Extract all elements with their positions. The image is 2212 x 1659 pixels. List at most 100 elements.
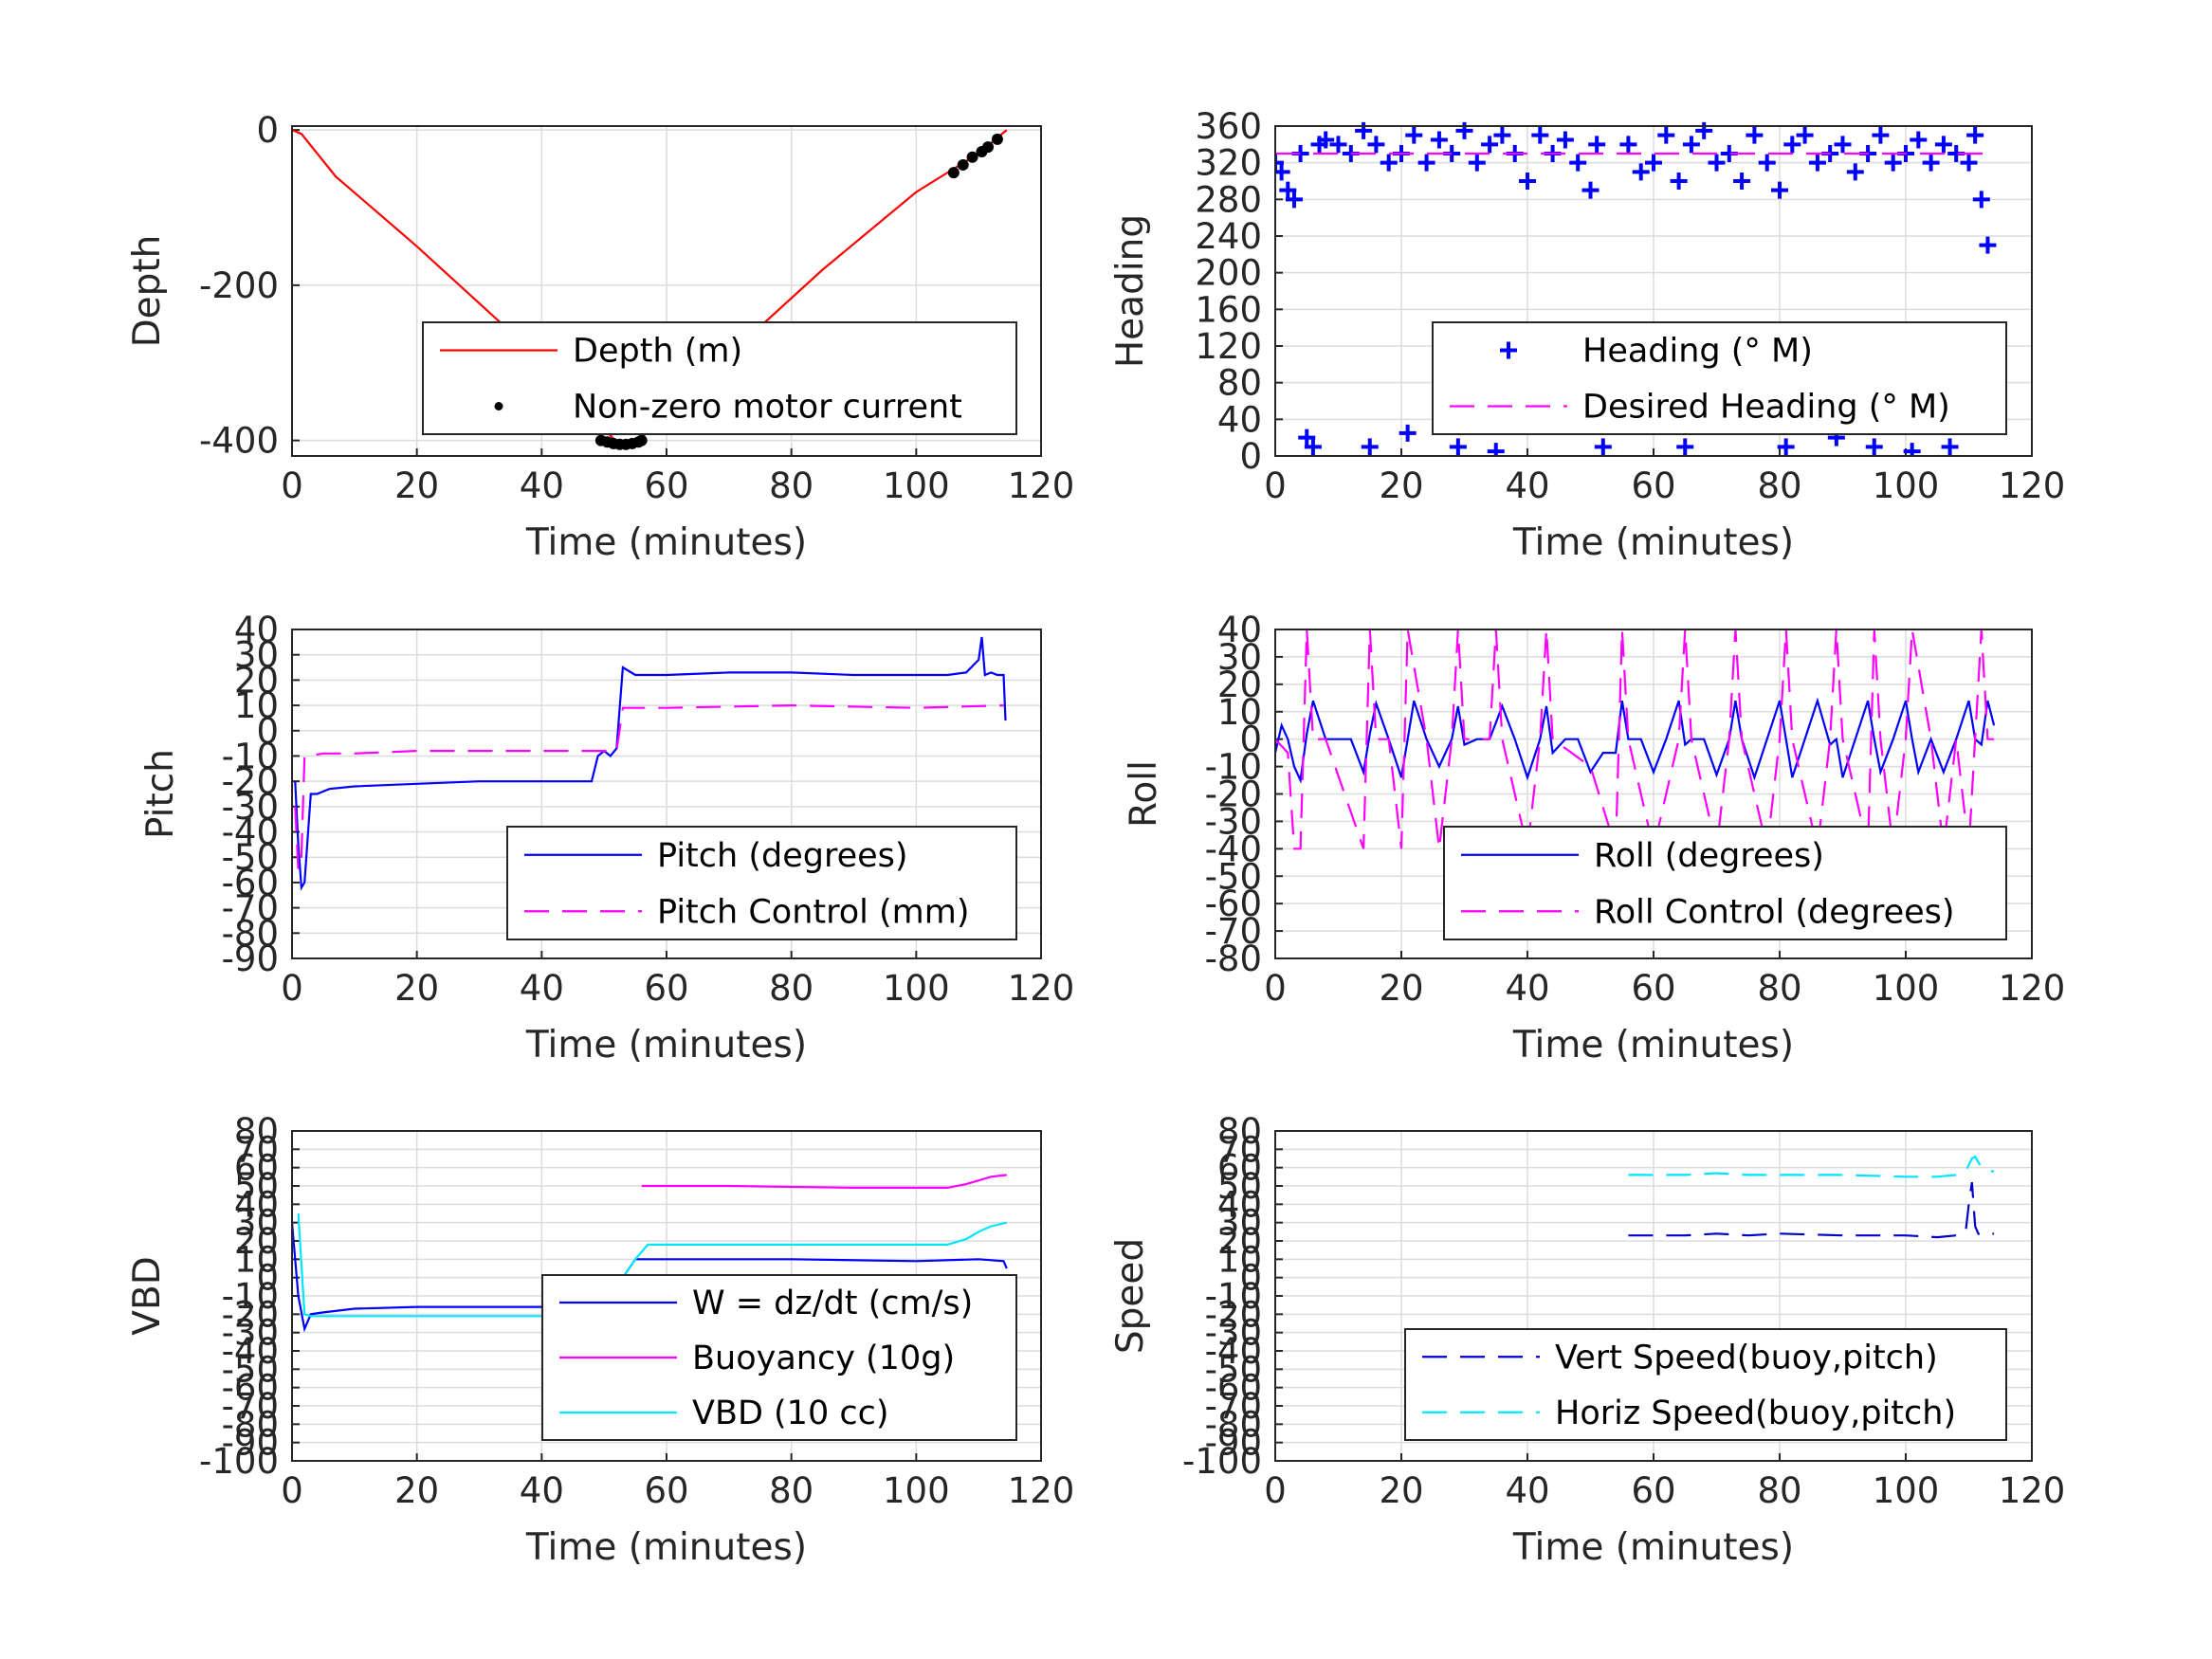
depth-xtick-label: 60: [644, 465, 688, 506]
speed-xtick-label: 20: [1379, 1470, 1423, 1511]
roll-xtick-label: 80: [1757, 968, 1801, 1009]
heading-legend-item-1-label: Desired Heading (° M): [1582, 389, 1950, 427]
speed-ytick-label: -100: [1182, 1441, 1262, 1482]
heading-series-0-point: [1645, 154, 1662, 172]
speed-xtick-label: 40: [1505, 1470, 1549, 1511]
speed-ytick-label: -50: [1205, 1349, 1262, 1390]
roll-ytick-label: -40: [1205, 829, 1262, 869]
speed-ytick-label: 10: [1217, 1239, 1262, 1280]
speed-legend-box: [1404, 1328, 2007, 1441]
speed-ytick-label: -20: [1205, 1294, 1262, 1335]
speed-series-0-line: [1628, 1181, 1995, 1239]
speed-legend: Vert Speed(buoy,pitch) Horiz Speed(buoy,p…: [1404, 1328, 2007, 1441]
speed-ytick-label: 30: [1217, 1203, 1262, 1244]
heading-ytick-label: 240: [1195, 216, 1262, 257]
pitch-legend-item-1-label: Pitch Control (mm): [657, 893, 969, 931]
heading-series-0-point: [1771, 181, 1788, 199]
pitch-ylabel: Pitch: [139, 749, 182, 839]
heading-series-0-point: [1285, 191, 1303, 209]
speed-ytick-label: 80: [1217, 1111, 1262, 1152]
heading-series-0-point: [1676, 438, 1694, 456]
roll-legend-box: [1443, 826, 2007, 940]
pitch-ytick-label: 40: [234, 610, 279, 650]
vbd-ytick-label: 10: [234, 1239, 279, 1280]
pitch-axes: [291, 629, 1042, 959]
roll-ytick-label: -30: [1205, 801, 1262, 842]
heading-legend-box: [1432, 321, 2007, 435]
vbd-legend-item-2-label: VBD (10 cc): [692, 1395, 889, 1432]
depth-xtick-label: 100: [883, 465, 950, 506]
vbd-ytick-label: 40: [234, 1184, 279, 1225]
heading-series-0-point: [1329, 136, 1347, 154]
roll-xtick-label: 120: [1999, 968, 2066, 1009]
heading-series-0-point: [1903, 443, 1921, 456]
heading-series-0-point: [1531, 126, 1549, 144]
speed-ytick-label: 0: [1239, 1258, 1262, 1299]
vbd-xtick-label: 100: [883, 1470, 950, 1511]
pitch-xtick-label: 80: [769, 968, 814, 1009]
vbd-ytick-label: 30: [234, 1203, 279, 1244]
roll-ytick-label: 20: [1217, 665, 1262, 705]
pitch-series-1-line: [294, 703, 1004, 870]
vbd-xtick-label: 20: [394, 1470, 439, 1511]
speed-xtick-label: 120: [1999, 1470, 2066, 1511]
depth-ytick-label: -200: [199, 265, 279, 306]
heading-series-0-point: [1670, 173, 1688, 190]
heading-series-0-point: [1355, 121, 1373, 139]
heading-xtick-label: 20: [1379, 465, 1423, 506]
heading-series-0-point: [1380, 154, 1398, 172]
speed-ytick-label: -80: [1205, 1404, 1262, 1445]
pitch-xtick-label: 0: [281, 968, 303, 1009]
heading-axes: [1274, 125, 2033, 457]
depth-legend-item-0-label: Depth (m): [573, 333, 742, 371]
speed-series-1-line: [1628, 1155, 1995, 1178]
heading-legend-item-0-swatch: [1500, 341, 1517, 359]
heading-series-0-point: [1972, 191, 1990, 209]
roll-ytick-label: -80: [1205, 939, 1262, 979]
pitch-ytick-label: 30: [234, 635, 279, 676]
roll-axes: [1274, 629, 2033, 959]
vbd-xtick-label: 80: [769, 1470, 814, 1511]
depth-series-1-point: [947, 167, 960, 179]
heading-ytick-label: 160: [1195, 289, 1262, 330]
heading-series-0-point: [1468, 154, 1486, 172]
vbd-ytick-label: 60: [234, 1148, 279, 1189]
speed-ytick-label: 50: [1217, 1166, 1262, 1207]
vbd-legend-item-0-label: W = dz/dt (cm/s): [692, 1285, 973, 1322]
heading-xtick-label: 100: [1873, 465, 1940, 506]
vbd-xlabel: Time (minutes): [525, 1526, 807, 1569]
pitch-ytick-label: 20: [234, 660, 279, 701]
heading-series-0-point: [1682, 136, 1700, 154]
heading-series-0-point: [1569, 154, 1587, 172]
depth-plot-area: [292, 129, 1008, 450]
pitch-legend: Pitch (degrees) Pitch Control (mm): [506, 826, 1017, 940]
speed-ytick-label: -30: [1205, 1313, 1262, 1354]
heading-series-0-point: [1783, 136, 1801, 154]
heading-series-0-point: [1632, 163, 1650, 181]
depth-ytick-label: -400: [199, 421, 279, 462]
speed-ytick-label: 60: [1217, 1148, 1262, 1189]
heading-series-0-point: [1960, 154, 1978, 172]
roll-xtick-label: 20: [1379, 968, 1423, 1009]
speed-ytick-label: 70: [1217, 1129, 1262, 1170]
depth-ylabel: Depth: [126, 235, 169, 348]
roll-xtick-label: 100: [1873, 968, 1940, 1009]
vbd-xtick-label: 0: [281, 1470, 303, 1511]
roll-ytick-label: -20: [1205, 775, 1262, 815]
pitch-xtick-label: 60: [644, 968, 688, 1009]
roll-ytick-label: 0: [1239, 720, 1262, 760]
heading-series-0-point: [1519, 173, 1536, 190]
roll-ytick-label: 40: [1217, 610, 1262, 650]
heading-series-0-point: [1834, 136, 1852, 154]
vbd-legend: W = dz/dt (cm/s) Buoyancy (10g) VBD (10 cc…: [541, 1274, 1017, 1441]
vbd-chart: 0 20 40 60 80 100 12080706050403020100-10-20-3…: [126, 1111, 1074, 1569]
roll-series-0-line: [1275, 697, 1996, 784]
vbd-axes: [291, 1130, 1042, 1462]
heading-ytick-label: 200: [1195, 253, 1262, 294]
depth-axes: [291, 125, 1042, 457]
vbd-legend-item-1-label: Buoyancy (10g): [692, 1340, 955, 1377]
depth-legend-item-1-swatch: [494, 402, 503, 410]
pitch-ytick-label: -10: [222, 736, 279, 776]
vbd-series-2-line: [297, 1212, 1008, 1318]
